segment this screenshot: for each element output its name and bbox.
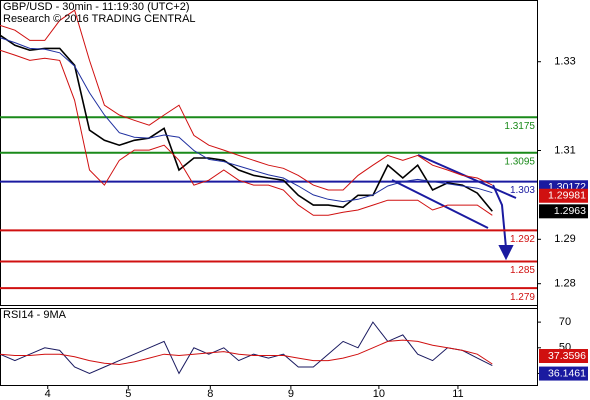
- price-marker-label: 1.29981: [548, 190, 586, 202]
- x-tick-label: 5: [125, 388, 131, 400]
- y-tick-label: 1.31: [554, 144, 575, 156]
- y-tick-label: 1.33: [554, 56, 575, 68]
- series-line: [0, 34, 493, 212]
- series-line: [0, 339, 493, 366]
- price-marker-label: 37.3596: [548, 350, 586, 362]
- y-tick-label: 70: [559, 316, 571, 328]
- panel-title: RSI14 - 9MA: [3, 309, 67, 321]
- series-line: [0, 37, 493, 203]
- price-marker: [539, 204, 588, 219]
- trend-channel: [391, 154, 517, 261]
- level-label: 1.285: [510, 265, 535, 276]
- price-marker: [539, 366, 588, 381]
- series-line: [0, 321, 493, 375]
- price-marker-label: 36.1461: [548, 367, 586, 379]
- y-tick-label: 1.28: [554, 278, 575, 290]
- panel-title: GBP/USD - 30min - 11:19:30 (UTC+2): [3, 1, 190, 13]
- price-marker-label: 1.2963: [554, 205, 586, 217]
- level-label: 1.3095: [504, 156, 535, 167]
- panel-subtitle: Research © 2016 TRADING CENTRAL: [3, 13, 196, 25]
- level-label: 1.303: [510, 185, 535, 196]
- x-tick-label: 10: [373, 388, 385, 400]
- series-line: [0, 9, 493, 191]
- x-tick-label: 9: [288, 388, 294, 400]
- x-tick-label: 8: [207, 388, 213, 400]
- level-label: 1.292: [510, 234, 535, 245]
- series-line: [0, 49, 493, 216]
- level-label: 1.279: [510, 292, 535, 303]
- x-tick-label: 11: [452, 388, 463, 400]
- price-marker: [539, 188, 588, 203]
- price-marker: [539, 349, 588, 364]
- x-tick-label: 4: [45, 388, 51, 400]
- level-label: 1.3175: [504, 121, 535, 132]
- y-tick-label: 1.29: [554, 233, 575, 245]
